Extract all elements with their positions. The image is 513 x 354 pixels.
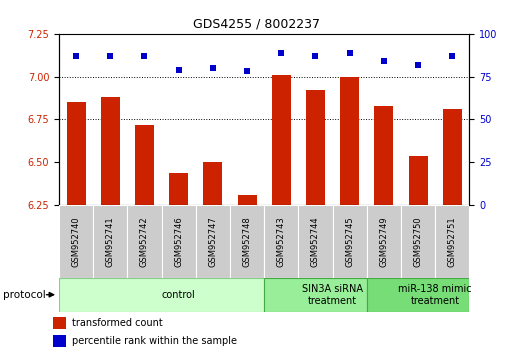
Text: percentile rank within the sample: percentile rank within the sample [72,336,237,346]
Point [346,50,354,55]
Text: GSM952745: GSM952745 [345,216,354,267]
Text: protocol: protocol [3,290,45,300]
Text: GSM952740: GSM952740 [72,216,81,267]
Text: GSM952742: GSM952742 [140,216,149,267]
Bar [443,109,462,205]
Point [141,53,149,59]
Bar [367,205,401,278]
Bar [306,90,325,205]
Bar [230,205,264,278]
Bar [93,205,127,278]
Point [414,62,422,67]
Bar [435,205,469,278]
Point [311,53,320,59]
Bar [264,278,367,312]
Bar [264,205,299,278]
Bar [238,195,256,205]
Text: GSM952748: GSM952748 [243,216,251,267]
Text: transformed count: transformed count [72,318,163,328]
Bar [196,205,230,278]
Bar [401,205,435,278]
Bar [299,205,332,278]
Text: SIN3A siRNA
treatment: SIN3A siRNA treatment [302,284,363,306]
Bar [67,102,86,205]
Bar [367,278,469,312]
Point [209,65,217,71]
Bar [204,162,222,205]
Text: GSM952741: GSM952741 [106,216,115,267]
Point [277,50,285,55]
Point [72,53,80,59]
Text: GSM952749: GSM952749 [380,216,388,267]
Bar [127,205,162,278]
Text: GSM952750: GSM952750 [413,216,423,267]
Point [106,53,114,59]
Bar [332,205,367,278]
Text: miR-138 mimic
treatment: miR-138 mimic treatment [399,284,472,306]
Text: control: control [162,290,195,300]
Text: GDS4255 / 8002237: GDS4255 / 8002237 [193,17,320,30]
Point [448,53,457,59]
Bar [135,125,154,205]
Point [174,67,183,73]
Bar [101,97,120,205]
Text: GSM952744: GSM952744 [311,216,320,267]
Bar [162,205,196,278]
Bar [53,317,66,329]
Bar [409,155,427,205]
Bar [53,335,66,347]
Bar [272,75,291,205]
Text: GSM952747: GSM952747 [208,216,218,267]
Bar [374,106,393,205]
Text: GSM952751: GSM952751 [448,216,457,267]
Point [380,58,388,64]
Point [243,69,251,74]
Bar [169,173,188,205]
Text: GSM952746: GSM952746 [174,216,183,267]
Text: GSM952743: GSM952743 [277,216,286,267]
Bar [340,76,359,205]
Bar [59,278,264,312]
Bar [59,205,93,278]
